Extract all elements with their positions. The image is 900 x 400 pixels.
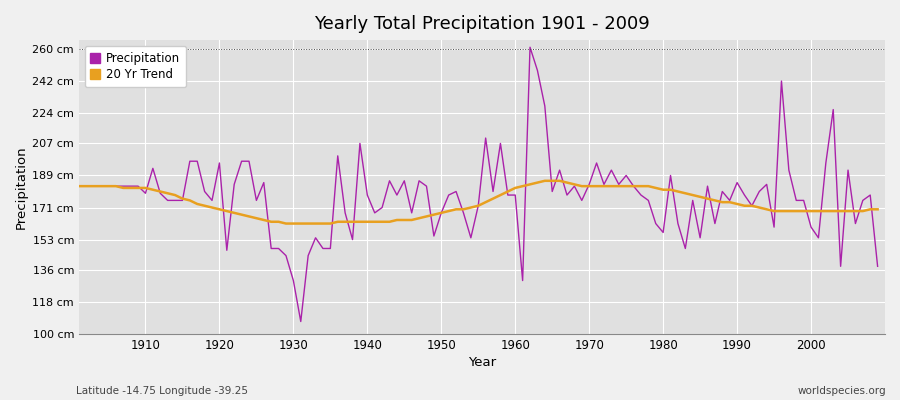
Y-axis label: Precipitation: Precipitation: [15, 145, 28, 229]
Legend: Precipitation, 20 Yr Trend: Precipitation, 20 Yr Trend: [85, 46, 186, 87]
Text: Latitude -14.75 Longitude -39.25: Latitude -14.75 Longitude -39.25: [76, 386, 248, 396]
Text: worldspecies.org: worldspecies.org: [798, 386, 886, 396]
X-axis label: Year: Year: [468, 356, 496, 369]
Title: Yearly Total Precipitation 1901 - 2009: Yearly Total Precipitation 1901 - 2009: [314, 15, 650, 33]
